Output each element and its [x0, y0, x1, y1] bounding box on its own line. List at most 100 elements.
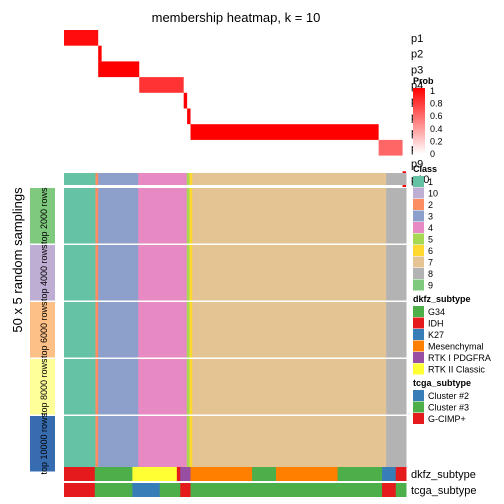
group-0-class-3	[98, 188, 139, 244]
class-bar-segment-4	[138, 173, 188, 185]
group-0-class-7	[192, 188, 387, 244]
group-4-class-7	[192, 416, 387, 472]
legend-swatch-class-9	[413, 279, 424, 291]
annotation-rows: dkfz_subtype tcga_subtype	[64, 467, 476, 497]
group-3-class-1	[64, 359, 96, 415]
legend-prob-gradient	[413, 88, 425, 154]
group-2-class-2	[95, 302, 99, 358]
legend-prob-tick-4: 0.2	[430, 136, 443, 146]
legend-label-dkfz-1: IDH	[428, 319, 444, 329]
legend-swatch-dkfz-1	[413, 317, 424, 329]
group-0-class-5	[186, 188, 191, 244]
group-4-class-2	[95, 416, 99, 472]
group-2-class-1	[64, 302, 96, 358]
group-1-class-1	[64, 245, 96, 301]
membership-row-label-p2: p2	[411, 49, 423, 61]
legends: Prob10.80.60.40.20Class11023456789dkfz_s…	[413, 76, 491, 424]
group-4-class-6	[189, 416, 193, 472]
membership-cell-p6-0	[187, 108, 191, 125]
row-group-label-3: top 8000 rows	[39, 358, 49, 415]
legend-label-class-2: 2	[428, 200, 433, 210]
chart-title: membership heatmap, k = 10	[152, 10, 321, 25]
membership-cell-p3-0	[98, 61, 140, 78]
legend-label-class-7: 7	[428, 258, 433, 268]
row-group-bar-4	[30, 416, 55, 472]
legend-swatch-dkfz-2	[413, 329, 424, 340]
annotation-dkfz_subtype-3	[176, 467, 181, 481]
legend-swatch-dkfz-0	[413, 306, 424, 317]
legend-label-dkfz-5: RTK II Classic	[428, 365, 485, 375]
membership-cell-p8-0	[378, 139, 403, 156]
legend-swatch-tcga-0	[413, 390, 424, 401]
annotation-dkfz_subtype-6	[200, 467, 253, 481]
group-3-class-8	[386, 359, 407, 415]
legend-swatch-class-4	[413, 222, 424, 233]
annotation-dkfz_subtype-8	[276, 467, 339, 481]
row-group-bar-1	[30, 245, 55, 301]
annotation-dkfz_subtype-11	[395, 467, 407, 481]
annotation-tcga_subtype-2	[132, 483, 161, 497]
group-2-class-3	[98, 302, 139, 358]
membership-row-label-p1: p1	[411, 33, 423, 45]
legend-title-class: Class	[413, 164, 437, 174]
class-bar-segment-8	[386, 173, 407, 185]
legend-swatch-class-1	[413, 187, 424, 199]
legend-label-tcga-2: G-CIMP+	[428, 414, 466, 424]
group-1-class-2	[95, 245, 99, 301]
legend-label-class-9: 9	[428, 281, 433, 291]
legend-swatch-class-6	[413, 245, 424, 256]
legend-label-tcga-1: Cluster #3	[428, 403, 469, 413]
row-group-label-2: top 6000 rows	[39, 301, 49, 358]
annotation-label-tcga_subtype: tcga_subtype	[411, 485, 476, 497]
legend-prob-tick-5: 0	[430, 149, 435, 159]
group-4-class-5	[186, 416, 191, 472]
legend-swatch-tcga-2	[413, 413, 424, 424]
legend-label-dkfz-0: G34	[428, 307, 445, 317]
legend-title-tcga: tcga_subtype	[413, 378, 471, 388]
legend-label-class-4: 4	[428, 223, 433, 233]
legend-swatch-class-0	[413, 176, 424, 187]
annotation-tcga_subtype-1	[94, 483, 133, 497]
group-4-class-8	[386, 416, 407, 472]
group-0-class-1	[64, 188, 96, 244]
group-3-class-5	[186, 359, 191, 415]
annotation-dkfz_subtype-5	[190, 467, 202, 481]
annotation-dkfz_subtype-10	[382, 467, 397, 481]
legend-swatch-class-5	[413, 233, 424, 245]
group-2-class-8	[386, 302, 407, 358]
membership-rows: p1p2p3p4p5p6p7p8p9p10	[64, 30, 429, 187]
legend-swatch-class-2	[413, 199, 424, 210]
legend-prob-tick-1: 0.8	[430, 99, 443, 109]
class-bar-segment-2	[95, 173, 99, 185]
legend-label-class-5: 5	[428, 235, 433, 245]
annotation-label-dkfz_subtype: dkfz_subtype	[411, 469, 476, 481]
legend-prob-tick-2: 0.6	[430, 111, 443, 121]
membership-row-label-p9: p9	[411, 158, 423, 170]
group-0-class-8	[386, 188, 407, 244]
legend-swatch-tcga-1	[413, 401, 424, 413]
class-bar-segment-3	[98, 173, 139, 185]
y-axis-label: 50 x 5 random samplings	[10, 187, 25, 333]
group-1-class-8	[386, 245, 407, 301]
membership-cell-p4-0	[139, 77, 184, 93]
legend-title-prob: Prob	[413, 76, 434, 86]
group-1-class-5	[186, 245, 191, 301]
legend-swatch-class-3	[413, 210, 424, 222]
class-bar-segment-5	[186, 173, 191, 185]
class-bar-segment-1	[64, 173, 96, 185]
legend-swatch-dkfz-5	[413, 363, 424, 375]
annotation-dkfz_subtype-7	[252, 467, 277, 481]
membership-cell-p2-0	[98, 45, 102, 62]
group-3-class-7	[192, 359, 387, 415]
annotation-dkfz_subtype-0	[64, 467, 96, 481]
row-group-bar-2	[30, 302, 55, 358]
legend-label-dkfz-2: K27	[428, 330, 444, 340]
group-3-class-3	[98, 359, 139, 415]
legend-swatch-dkfz-3	[413, 340, 424, 352]
group-1-class-4	[138, 245, 188, 301]
group-3-class-6	[189, 359, 193, 415]
annotation-tcga_subtype-7	[395, 483, 407, 497]
class-bar-segment-6	[189, 173, 193, 185]
